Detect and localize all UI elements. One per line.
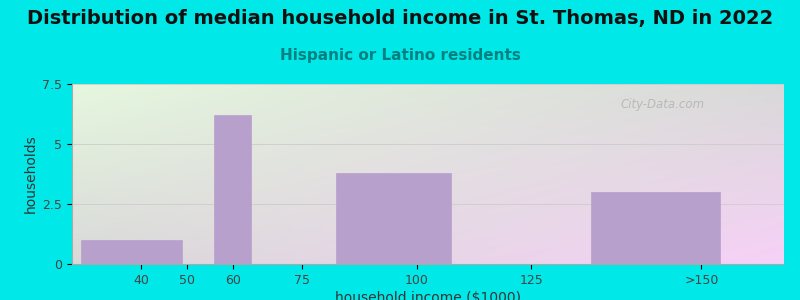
Text: Hispanic or Latino residents: Hispanic or Latino residents [279, 48, 521, 63]
Bar [591, 192, 720, 264]
Bar [336, 173, 451, 264]
Bar [81, 240, 182, 264]
Text: City-Data.com: City-Data.com [620, 98, 704, 111]
Text: Distribution of median household income in St. Thomas, ND in 2022: Distribution of median household income … [27, 9, 773, 28]
Y-axis label: households: households [24, 135, 38, 213]
Bar [214, 115, 251, 264]
X-axis label: household income ($1000): household income ($1000) [335, 291, 521, 300]
